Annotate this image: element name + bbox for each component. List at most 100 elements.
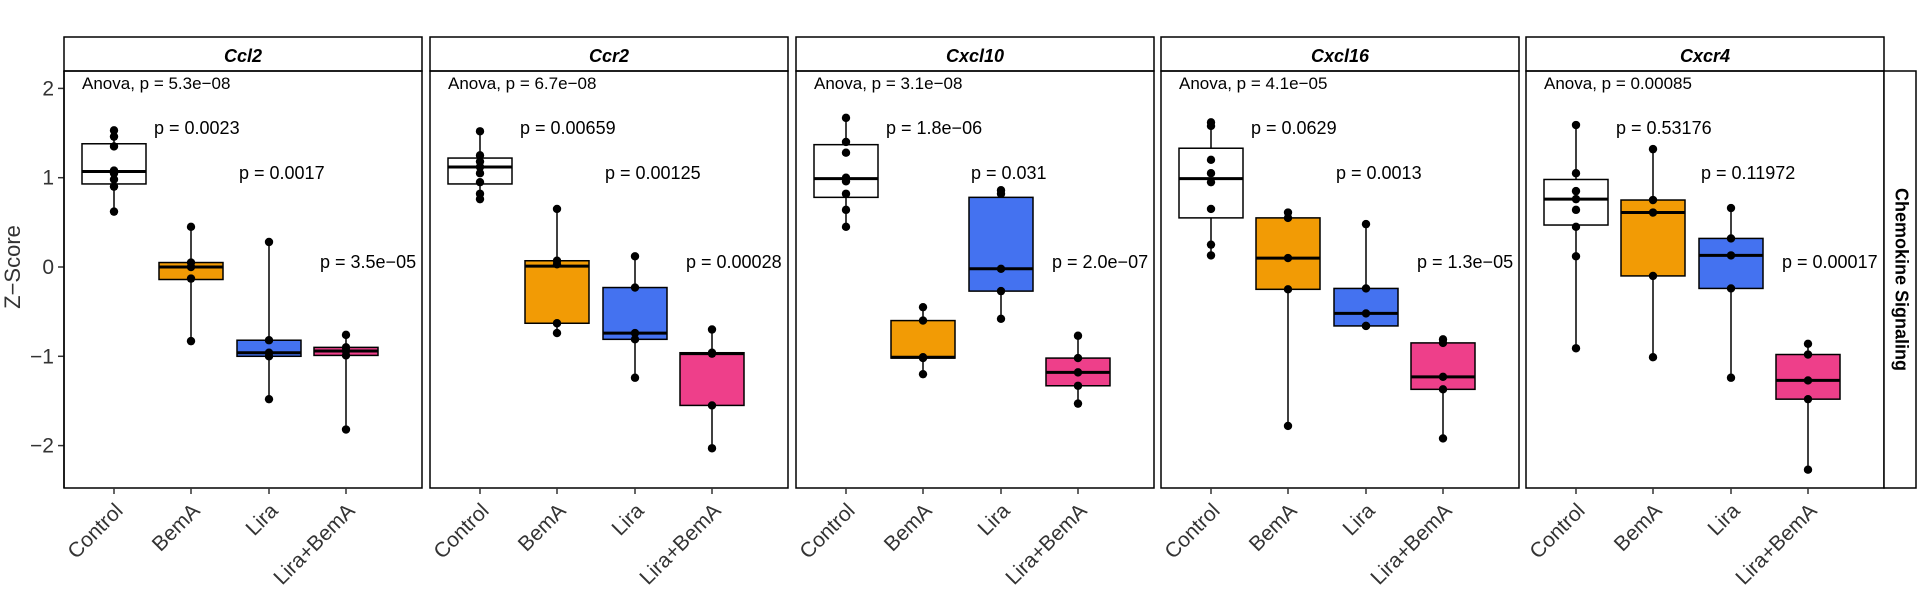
data-point [1803, 376, 1813, 385]
data-point [841, 113, 851, 123]
data-point [630, 373, 640, 382]
data-point [841, 137, 851, 147]
x-tick-label: BemA [514, 499, 571, 556]
box-lira-bema [1410, 342, 1476, 391]
pvalue-label: p = 0.031 [971, 163, 1047, 183]
data-point [707, 325, 717, 334]
data-point [707, 401, 717, 410]
data-point [1206, 177, 1216, 187]
data-point [1283, 285, 1293, 294]
data-point [1283, 421, 1293, 431]
x-tick-label: Control [1525, 499, 1589, 563]
y-tick-label: 0 [42, 256, 54, 279]
data-point [109, 126, 119, 135]
pvalue-label: p = 3.5e−05 [320, 252, 416, 272]
data-point [841, 189, 851, 198]
y-tick-label: −1 [30, 345, 54, 368]
data-point [264, 336, 274, 345]
data-point [1726, 251, 1736, 260]
data-point [1206, 155, 1216, 165]
data-point [1206, 251, 1216, 260]
x-tick-label: Lira+BemA [269, 499, 359, 589]
data-point [1361, 219, 1371, 229]
data-point [918, 369, 928, 379]
pvalue-label: p = 0.00028 [686, 252, 782, 272]
panel-title: Cxcr4 [1680, 46, 1730, 66]
panel-frame-ccl2 [63, 70, 423, 489]
data-point [1361, 309, 1371, 318]
anova-label: Anova, p = 0.00085 [1544, 74, 1692, 93]
data-point [109, 182, 119, 191]
data-point [1726, 373, 1736, 382]
pvalue-label: p = 0.11972 [1701, 163, 1795, 183]
pvalue-label: p = 0.0023 [154, 118, 240, 138]
data-point [841, 222, 851, 232]
data-point [264, 352, 274, 361]
data-point [996, 264, 1006, 273]
box-bema [890, 319, 956, 359]
data-point [841, 148, 851, 157]
data-point [1073, 381, 1083, 390]
data-point [109, 142, 119, 151]
data-point [918, 353, 928, 363]
data-point [630, 252, 640, 261]
pvalue-label: p = 1.3e−05 [1417, 252, 1513, 272]
x-tick-label: Lira+BemA [1001, 499, 1091, 589]
x-tick-label: Lira [608, 499, 649, 540]
pvalue-label: p = 0.00659 [520, 118, 616, 138]
pvalue-label: p = 0.0017 [239, 163, 325, 183]
x-tick-label: Lira [1704, 499, 1745, 540]
x-tick-label: BemA [1610, 499, 1667, 556]
data-point [264, 237, 274, 247]
data-point [552, 328, 562, 338]
box-bema [1255, 217, 1321, 291]
data-point [1206, 240, 1216, 249]
data-point [1571, 194, 1581, 204]
data-point [1206, 204, 1216, 214]
data-point [841, 205, 851, 215]
pvalue-label: p = 0.00125 [605, 163, 701, 183]
pvalue-label: p = 1.8e−06 [886, 118, 982, 138]
data-point [1438, 385, 1448, 394]
panel-title: Cxcl16 [1311, 46, 1370, 66]
data-point [341, 330, 351, 340]
pvalue-label: p = 0.53176 [1616, 118, 1712, 138]
panel-title: Ccr2 [589, 46, 629, 66]
anova-label: Anova, p = 4.1e−05 [1179, 74, 1327, 93]
data-point [1648, 352, 1658, 362]
data-point [264, 394, 274, 404]
x-tick-label: Control [1160, 499, 1224, 563]
data-point [475, 169, 485, 178]
data-point [186, 262, 196, 272]
x-tick-label: Lira [242, 499, 283, 540]
data-point [996, 189, 1006, 198]
data-point [552, 319, 562, 328]
data-point [996, 286, 1006, 296]
pvalue-label: p = 0.0629 [1251, 118, 1337, 138]
data-point [1073, 331, 1083, 340]
data-point [1438, 434, 1448, 443]
y-tick-label: 1 [42, 167, 54, 190]
data-point [475, 177, 485, 187]
x-tick-label: BemA [880, 499, 937, 556]
data-point [1648, 195, 1658, 205]
panel-frame-cxcl16 [1160, 70, 1520, 489]
panel-title: Cxcl10 [946, 46, 1004, 66]
data-point [1073, 368, 1083, 377]
facet-label: Chemokine Signaling [1891, 188, 1911, 371]
y-tick-label: 2 [42, 77, 54, 100]
data-point [918, 316, 928, 325]
panel-title: Ccl2 [224, 46, 262, 66]
panel-frame-ccr2 [429, 70, 789, 489]
data-point [1361, 284, 1371, 293]
data-point [1726, 234, 1736, 243]
y-tick-label: −2 [30, 435, 54, 458]
data-point [996, 314, 1006, 323]
data-point [1073, 399, 1083, 408]
panel-strip-ccr2 [429, 36, 789, 72]
panel-strip-cxcr4 [1525, 36, 1885, 72]
data-point [341, 425, 351, 434]
y-axis-label: Z−Score [0, 225, 25, 309]
data-point [475, 162, 485, 172]
x-tick-label: Lira+BemA [1366, 499, 1456, 589]
